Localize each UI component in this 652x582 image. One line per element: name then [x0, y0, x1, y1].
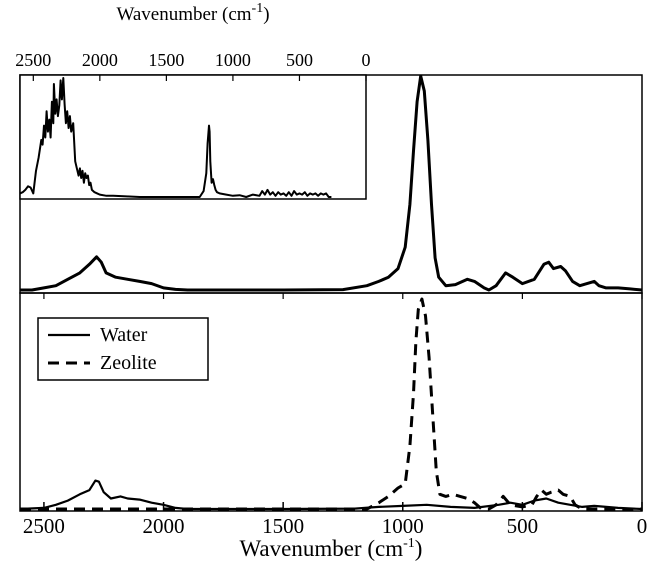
lower-plot-frame — [19, 292, 643, 512]
lower-x-axis-title: Wavenumber (cm-1) — [240, 536, 423, 561]
lower-x-tick-label: 2500 — [23, 514, 65, 538]
inset-x-axis-title: Wavenumber (cm-1) — [116, 1, 269, 25]
lower-x-tick-label: 500 — [507, 514, 539, 538]
inset-x-tick-label: 500 — [286, 50, 313, 70]
legend: Water Zeolite — [37, 317, 209, 381]
lower-x-tick-label: 1000 — [382, 514, 424, 538]
lower-x-tick-label: 1500 — [262, 514, 304, 538]
inset-x-tick-label: 0 — [362, 50, 371, 70]
lower-panel: 2500 2000 1500 1000 500 0 Wavenumber (cm-1) W… — [19, 292, 647, 561]
inset-x-axis-ticks: 2500 2000 1500 1000 500 0 — [15, 50, 371, 81]
lower-x-tick-label: 2000 — [143, 514, 185, 538]
legend-water-label: Water — [100, 324, 148, 346]
inset-x-tick-label: 2500 — [15, 50, 51, 70]
legend-frame — [37, 317, 209, 381]
inset-x-tick-label: 1000 — [215, 50, 251, 70]
zeolite-series-line — [20, 297, 642, 511]
inset-plot-frame — [19, 74, 367, 200]
inset-x-tick-label: 1500 — [148, 50, 184, 70]
lower-x-tick-label: 0 — [637, 514, 648, 538]
legend-zeolite-label: Zeolite — [100, 352, 157, 374]
upper-spectrum-line — [20, 74, 643, 292]
lower-x-axis-ticks: 2500 2000 1500 1000 500 0 — [23, 293, 647, 538]
inset-panel: 2500 2000 1500 1000 500 0 Wavenumber (cm-1) — [15, 1, 371, 200]
inset-spectrum-line — [19, 77, 332, 198]
inset-x-tick-label: 2000 — [82, 50, 118, 70]
